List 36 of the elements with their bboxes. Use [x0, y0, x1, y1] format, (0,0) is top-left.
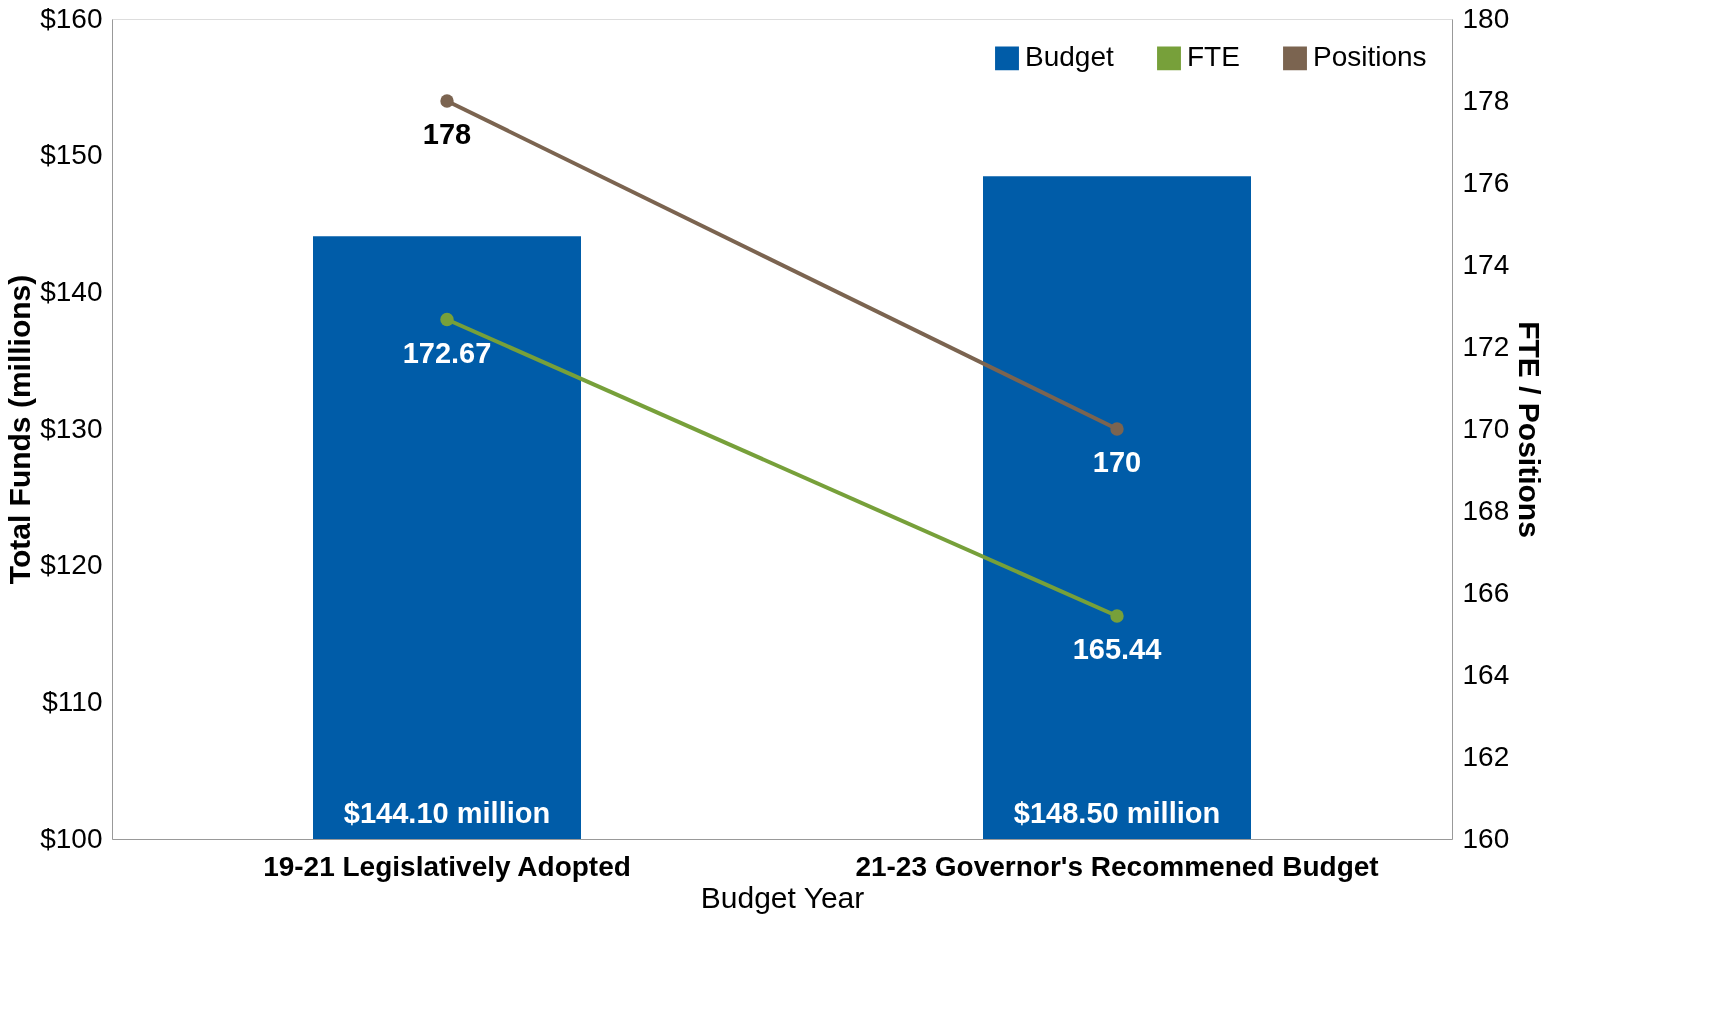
point: [1110, 422, 1124, 436]
data-label: 178: [422, 118, 472, 150]
y-tick-label: $120: [40, 549, 103, 581]
legend-label: FTE: [1187, 41, 1240, 73]
y2-axis-title: FTE / Positions: [1513, 321, 1547, 538]
data-label: $148.50 million: [1013, 797, 1221, 829]
point: [440, 94, 454, 108]
y2-tick-label: 174: [1462, 248, 1510, 280]
data-label: 172.67: [402, 336, 492, 369]
x-tick-label: 21-23 Governor's Recommened Budget: [855, 850, 1379, 882]
data-label: 165.44: [1072, 632, 1162, 665]
y2-tick-label: 176: [1462, 166, 1510, 198]
y2-tick-label: 168: [1462, 494, 1510, 526]
y2-tick-label: 180: [1462, 2, 1510, 34]
y2-tick-label: 166: [1462, 576, 1510, 608]
x-tick-label: 19-21 Legislatively Adopted: [263, 850, 631, 882]
y-tick-label: $130: [40, 412, 103, 444]
y2-tick-label: 162: [1462, 740, 1510, 772]
y2-tick-label: 178: [1462, 84, 1510, 116]
x-axis-title: Budget Year: [700, 880, 865, 914]
y-tick-label: $100: [40, 822, 103, 854]
y2-tick-label: 172: [1462, 330, 1510, 362]
point: [440, 312, 454, 327]
legend-label: Budget: [1025, 41, 1114, 73]
y2-tick-label: 170: [1462, 412, 1510, 444]
y-tick-label: $150: [40, 139, 103, 171]
y2-tick-label: 164: [1462, 658, 1510, 690]
data-label: 170: [1092, 446, 1142, 478]
y-tick-label: $160: [40, 2, 103, 34]
data-label: $144.10 million: [343, 797, 551, 829]
legend-label: Positions: [1313, 41, 1427, 73]
y-tick-label: $140: [40, 275, 103, 307]
point: [1110, 609, 1124, 623]
y2-tick-label: 160: [1462, 822, 1510, 854]
y-tick-label: $110: [42, 685, 103, 717]
y-axis-title: Total Funds (millions): [3, 274, 37, 585]
